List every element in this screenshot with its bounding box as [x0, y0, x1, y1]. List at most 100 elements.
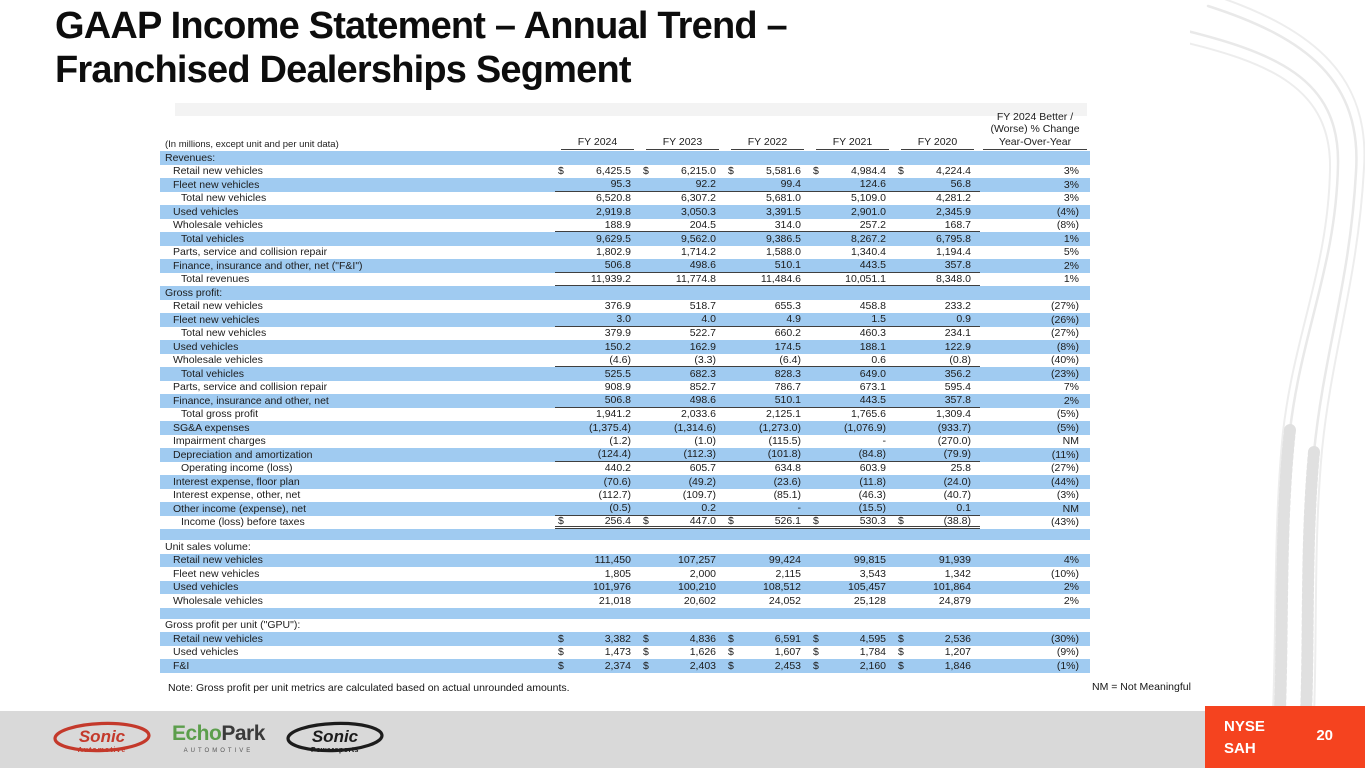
cell-value: (1,314.6)	[673, 421, 716, 434]
table-row: Interest expense, floor plan (70.6) (49.2)…	[160, 475, 1090, 489]
value-cell: 1,342	[895, 567, 980, 581]
value-cell: 518.7	[640, 300, 725, 314]
value-cell: 25.8	[895, 462, 980, 476]
tire-tracks-graphic	[1190, 0, 1365, 768]
value-cell: 595.4	[895, 381, 980, 395]
cell-value: (79.9)	[943, 448, 971, 461]
value-cell: 603.9	[810, 462, 895, 476]
value-cell: 1,588.0	[725, 246, 810, 260]
value-cell: 6,795.8	[895, 232, 980, 246]
cell-value: 3,543	[859, 567, 886, 580]
value-cell: 506.8	[555, 394, 640, 407]
cell-value: 188.1	[859, 340, 886, 353]
col-header-fy2022: FY 2022	[725, 136, 810, 150]
cell-value: 174.5	[774, 340, 801, 353]
value-cell: $256.4	[555, 514, 640, 527]
row-label: Wholesale vehicles	[173, 594, 263, 607]
pct-change-cell: (27%)	[1050, 327, 1079, 340]
value-cell: 1.5	[810, 313, 895, 326]
value-group: (112.7) (109.7) (85.1) (46.3) (40.7)	[555, 489, 980, 503]
cell-value: (15.5)	[858, 502, 886, 515]
row-label: Parts, service and collision repair	[173, 246, 328, 259]
dollar-sign: $	[558, 659, 564, 672]
cell-value: 649.0	[859, 367, 886, 380]
value-cell: (112.3)	[640, 448, 725, 461]
cell-value: 6,215.0	[680, 165, 716, 178]
row-label: Total revenues	[181, 273, 250, 286]
value-cell: 786.7	[725, 381, 810, 395]
value-cell: $4,595	[810, 632, 895, 646]
row-label: Parts, service and collision repair	[173, 381, 328, 394]
value-cell: (11.8)	[810, 475, 895, 489]
table-row: Retail new vehicles 376.9 518.7 655.3 458.8 2…	[160, 300, 1090, 314]
row-label: Total vehicles	[181, 367, 245, 380]
value-cell: 9,386.5	[725, 232, 810, 246]
value-cell: 356.2	[895, 367, 980, 381]
dollar-sign: $	[898, 659, 904, 672]
cell-value: (70.6)	[603, 475, 631, 488]
cell-value: 1,342	[944, 567, 971, 580]
value-cell: $2,374	[555, 659, 640, 673]
value-group: 2,919.8 3,050.3 3,391.5 2,901.0 2,345.9	[555, 205, 980, 219]
dollar-sign: $	[813, 514, 819, 527]
value-cell: $ (38.8)	[895, 514, 980, 527]
value-cell: 4,281.2	[895, 192, 980, 206]
value-cell: $4,984.4	[810, 165, 895, 179]
value-cell: (84.8)	[810, 448, 895, 461]
pct-change-cell: 2%	[1063, 394, 1079, 407]
value-cell: (49.2)	[640, 475, 725, 489]
sonic-automotive-wordmark: Sonic	[79, 727, 126, 746]
cell-value: 2,115	[775, 567, 802, 580]
cell-value: -	[797, 502, 802, 515]
cell-value: (112.3)	[683, 448, 717, 461]
cell-value: 95.3	[610, 178, 631, 191]
cell-value: 786.7	[774, 381, 801, 394]
value-cell: 443.5	[810, 259, 895, 272]
row-label: Income (loss) before taxes	[181, 516, 305, 529]
row-label: Retail new vehicles	[173, 554, 263, 567]
dollar-sign: $	[898, 514, 904, 527]
value-cell: 122.9	[895, 340, 980, 354]
cell-value: 6,520.8	[595, 192, 631, 205]
value-group: 1,805 2,000 2,115 3,543 1,342	[555, 567, 980, 581]
pct-change-cell	[980, 286, 1090, 300]
cell-value: 605.7	[689, 462, 716, 475]
value-cell: 0.2	[640, 502, 725, 515]
row-label: Wholesale vehicles	[173, 354, 263, 367]
echopark-wordmark: EchoPark	[172, 723, 265, 744]
cell-value: 24,879	[938, 594, 971, 607]
value-cell: 1,941.2	[555, 408, 640, 422]
value-group	[555, 286, 980, 300]
pct-change-cell	[980, 540, 1090, 554]
value-group: $6,425.5 $6,215.0 $5,581.6 $4,984.4 $4,224.4	[555, 165, 980, 179]
value-group: 1,802.9 1,714.2 1,588.0 1,340.4 1,194.4	[555, 246, 980, 260]
value-cell: (933.7)	[895, 421, 980, 435]
value-cell: 2,033.6	[640, 408, 725, 422]
pct-header-line: (Worse) % Change	[990, 123, 1080, 136]
cell-value: (85.1)	[773, 489, 801, 502]
cell-value: (40.7)	[943, 489, 971, 502]
cell-value: (46.3)	[858, 489, 886, 502]
value-group: $1,473 $1,626 $1,607 $1,784 $1,207	[555, 646, 980, 660]
value-group: 188.9 204.5 314.0 257.2 168.7	[555, 219, 980, 232]
value-cell: 2,115	[725, 567, 810, 581]
table-row: Operating income (loss) 440.2 605.7 634.8 60…	[160, 462, 1090, 476]
cell-value: (1.0)	[694, 435, 716, 448]
cell-value: 4,984.4	[850, 165, 886, 178]
table-spacer-row	[160, 607, 1090, 619]
row-label: Depreciation and amortization	[173, 448, 313, 461]
value-cell: (270.0)	[895, 435, 980, 449]
cell-value: 2,033.6	[680, 408, 716, 421]
value-group: 525.5 682.3 828.3 649.0 356.2	[555, 367, 980, 381]
pct-change-cell: (26%)	[1050, 313, 1079, 326]
value-cell: (6.4)	[725, 354, 810, 367]
value-cell: 188.1	[810, 340, 895, 354]
cell-value: 10,051.1	[845, 272, 886, 285]
value-cell: 233.2	[895, 300, 980, 314]
cell-value: 379.9	[604, 327, 631, 340]
cell-value: (6.4)	[779, 353, 801, 366]
ticker-exchange: NYSE	[1224, 718, 1265, 735]
cell-value: 440.2	[604, 462, 631, 475]
dollar-sign: $	[558, 514, 564, 527]
cell-value: 9,629.5	[595, 232, 631, 245]
